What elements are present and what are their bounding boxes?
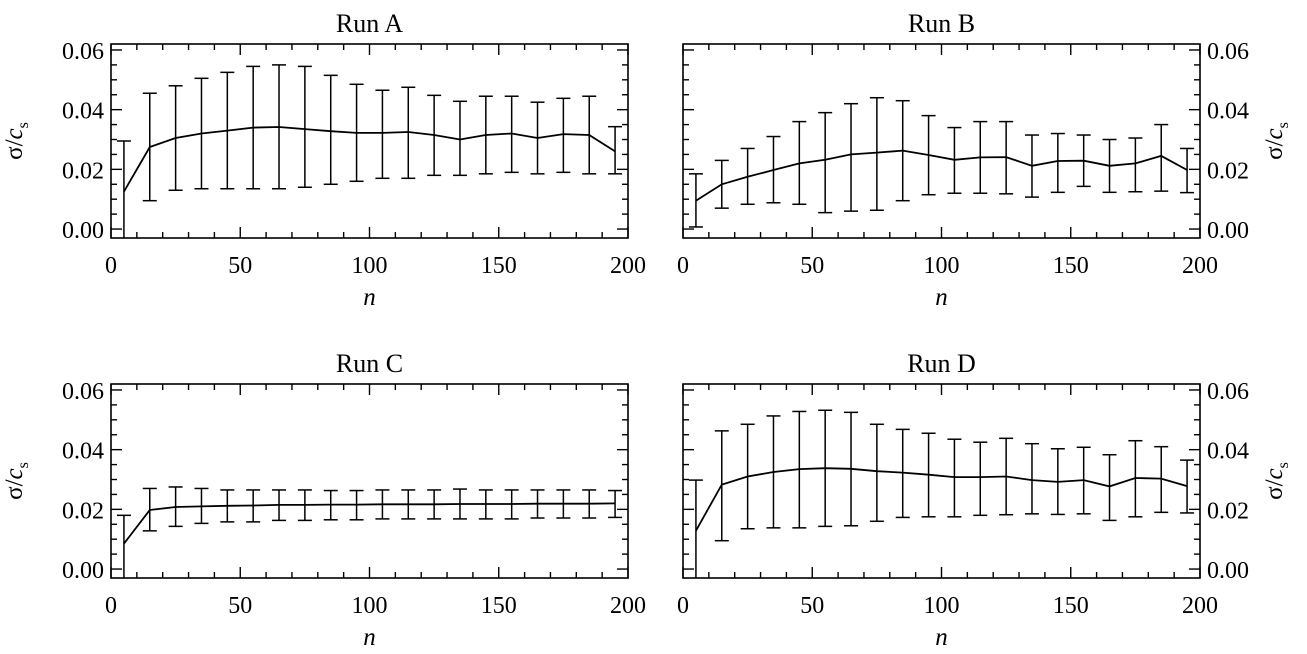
y-axis-label-slash: / <box>1261 139 1288 146</box>
x-tick-label: 150 <box>1053 593 1089 619</box>
plot-frame <box>111 44 628 238</box>
x-tick-label: 100 <box>924 593 960 619</box>
series-line <box>696 468 1187 531</box>
plot-frame <box>683 44 1200 238</box>
x-axis-label: n <box>935 624 948 651</box>
x-tick-label: 0 <box>105 253 117 279</box>
y-axis-label-sigma: σ <box>1261 486 1288 500</box>
x-tick-label: 200 <box>610 593 646 619</box>
plot-frame <box>683 384 1200 578</box>
series-line <box>124 127 615 192</box>
x-tick-label: 50 <box>228 593 252 619</box>
chart-title: Run C <box>336 349 403 378</box>
y-axis-label-sigma: σ <box>1261 146 1288 160</box>
y-axis-label: σ/cs <box>1261 122 1292 160</box>
x-tick-label: 0 <box>677 253 689 279</box>
y-tick-label: 0.06 <box>62 379 104 405</box>
x-tick-label: 50 <box>800 253 824 279</box>
y-tick-label: 0.04 <box>62 439 104 465</box>
y-tick-label: 0.04 <box>1207 439 1249 465</box>
series-line <box>696 151 1187 201</box>
y-axis-label-c: c <box>1261 128 1288 139</box>
y-tick-label: 0.02 <box>62 498 104 524</box>
y-tick-label: 0.00 <box>62 218 104 244</box>
x-axis-label: n <box>363 624 376 651</box>
x-tick-label: 150 <box>481 253 517 279</box>
y-axis-label: σ/cs <box>1 122 32 160</box>
y-tick-label: 0.06 <box>62 39 104 65</box>
y-axis-label-slash: / <box>1261 479 1288 486</box>
y-axis-label-slash: / <box>1 479 28 486</box>
y-tick-label: 0.00 <box>62 558 104 584</box>
x-tick-label: 150 <box>481 593 517 619</box>
x-tick-label: 100 <box>352 593 388 619</box>
chart-title: Run D <box>907 349 976 378</box>
chart-title: Run B <box>908 9 975 38</box>
y-tick-label: 0.02 <box>1207 158 1249 184</box>
x-tick-label: 200 <box>1182 593 1218 619</box>
y-tick-label: 0.06 <box>1207 39 1249 65</box>
x-tick-label: 100 <box>352 253 388 279</box>
y-tick-label: 0.00 <box>1207 218 1249 244</box>
panel-2: Run B 0 50 100 150 200 0.00 0.02 0.04 0.06 n σ/cs <box>677 9 1292 311</box>
panel-4: Run D 0 50 100 150 200 0.00 0.02 0.04 0.06 n σ/cs <box>677 349 1292 651</box>
y-axis-label-c: c <box>1261 468 1288 479</box>
x-tick-label: 200 <box>610 253 646 279</box>
y-axis-label: σ/cs <box>1261 462 1292 500</box>
y-tick-label: 0.00 <box>1207 558 1249 584</box>
y-axis-label-c: c <box>1 468 28 479</box>
x-tick-label: 0 <box>677 593 689 619</box>
y-axis-label-subscript: s <box>1275 122 1292 128</box>
x-axis-label: n <box>363 284 376 311</box>
x-tick-label: 200 <box>1182 253 1218 279</box>
y-axis-label: σ/cs <box>1 462 32 500</box>
y-axis-label-subscript: s <box>15 122 32 128</box>
x-tick-label: 100 <box>924 253 960 279</box>
y-axis-label-subscript: s <box>1275 462 1292 468</box>
plot-frame <box>111 384 628 578</box>
y-tick-label: 0.02 <box>1207 498 1249 524</box>
y-tick-label: 0.04 <box>1207 99 1249 125</box>
y-tick-label: 0.06 <box>1207 379 1249 405</box>
x-axis-label: n <box>935 284 948 311</box>
panel-1: Run A 0 50 100 150 200 0.00 0.02 0.04 0.06 n σ/cs <box>1 9 646 311</box>
x-tick-label: 0 <box>105 593 117 619</box>
y-tick-label: 0.02 <box>62 158 104 184</box>
panel-3: Run C 0 50 100 150 200 0.00 0.02 0.04 0.06 n σ/cs <box>1 349 646 651</box>
y-tick-label: 0.04 <box>62 99 104 125</box>
y-axis-label-subscript: s <box>15 462 32 468</box>
y-axis-label-c: c <box>1 128 28 139</box>
chart-title: Run A <box>336 9 403 38</box>
y-axis-label-slash: / <box>1 139 28 146</box>
x-tick-label: 50 <box>800 593 824 619</box>
x-tick-label: 50 <box>228 253 252 279</box>
x-tick-label: 150 <box>1053 253 1089 279</box>
y-axis-label-sigma: σ <box>1 486 28 500</box>
y-axis-label-sigma: σ <box>1 146 28 160</box>
